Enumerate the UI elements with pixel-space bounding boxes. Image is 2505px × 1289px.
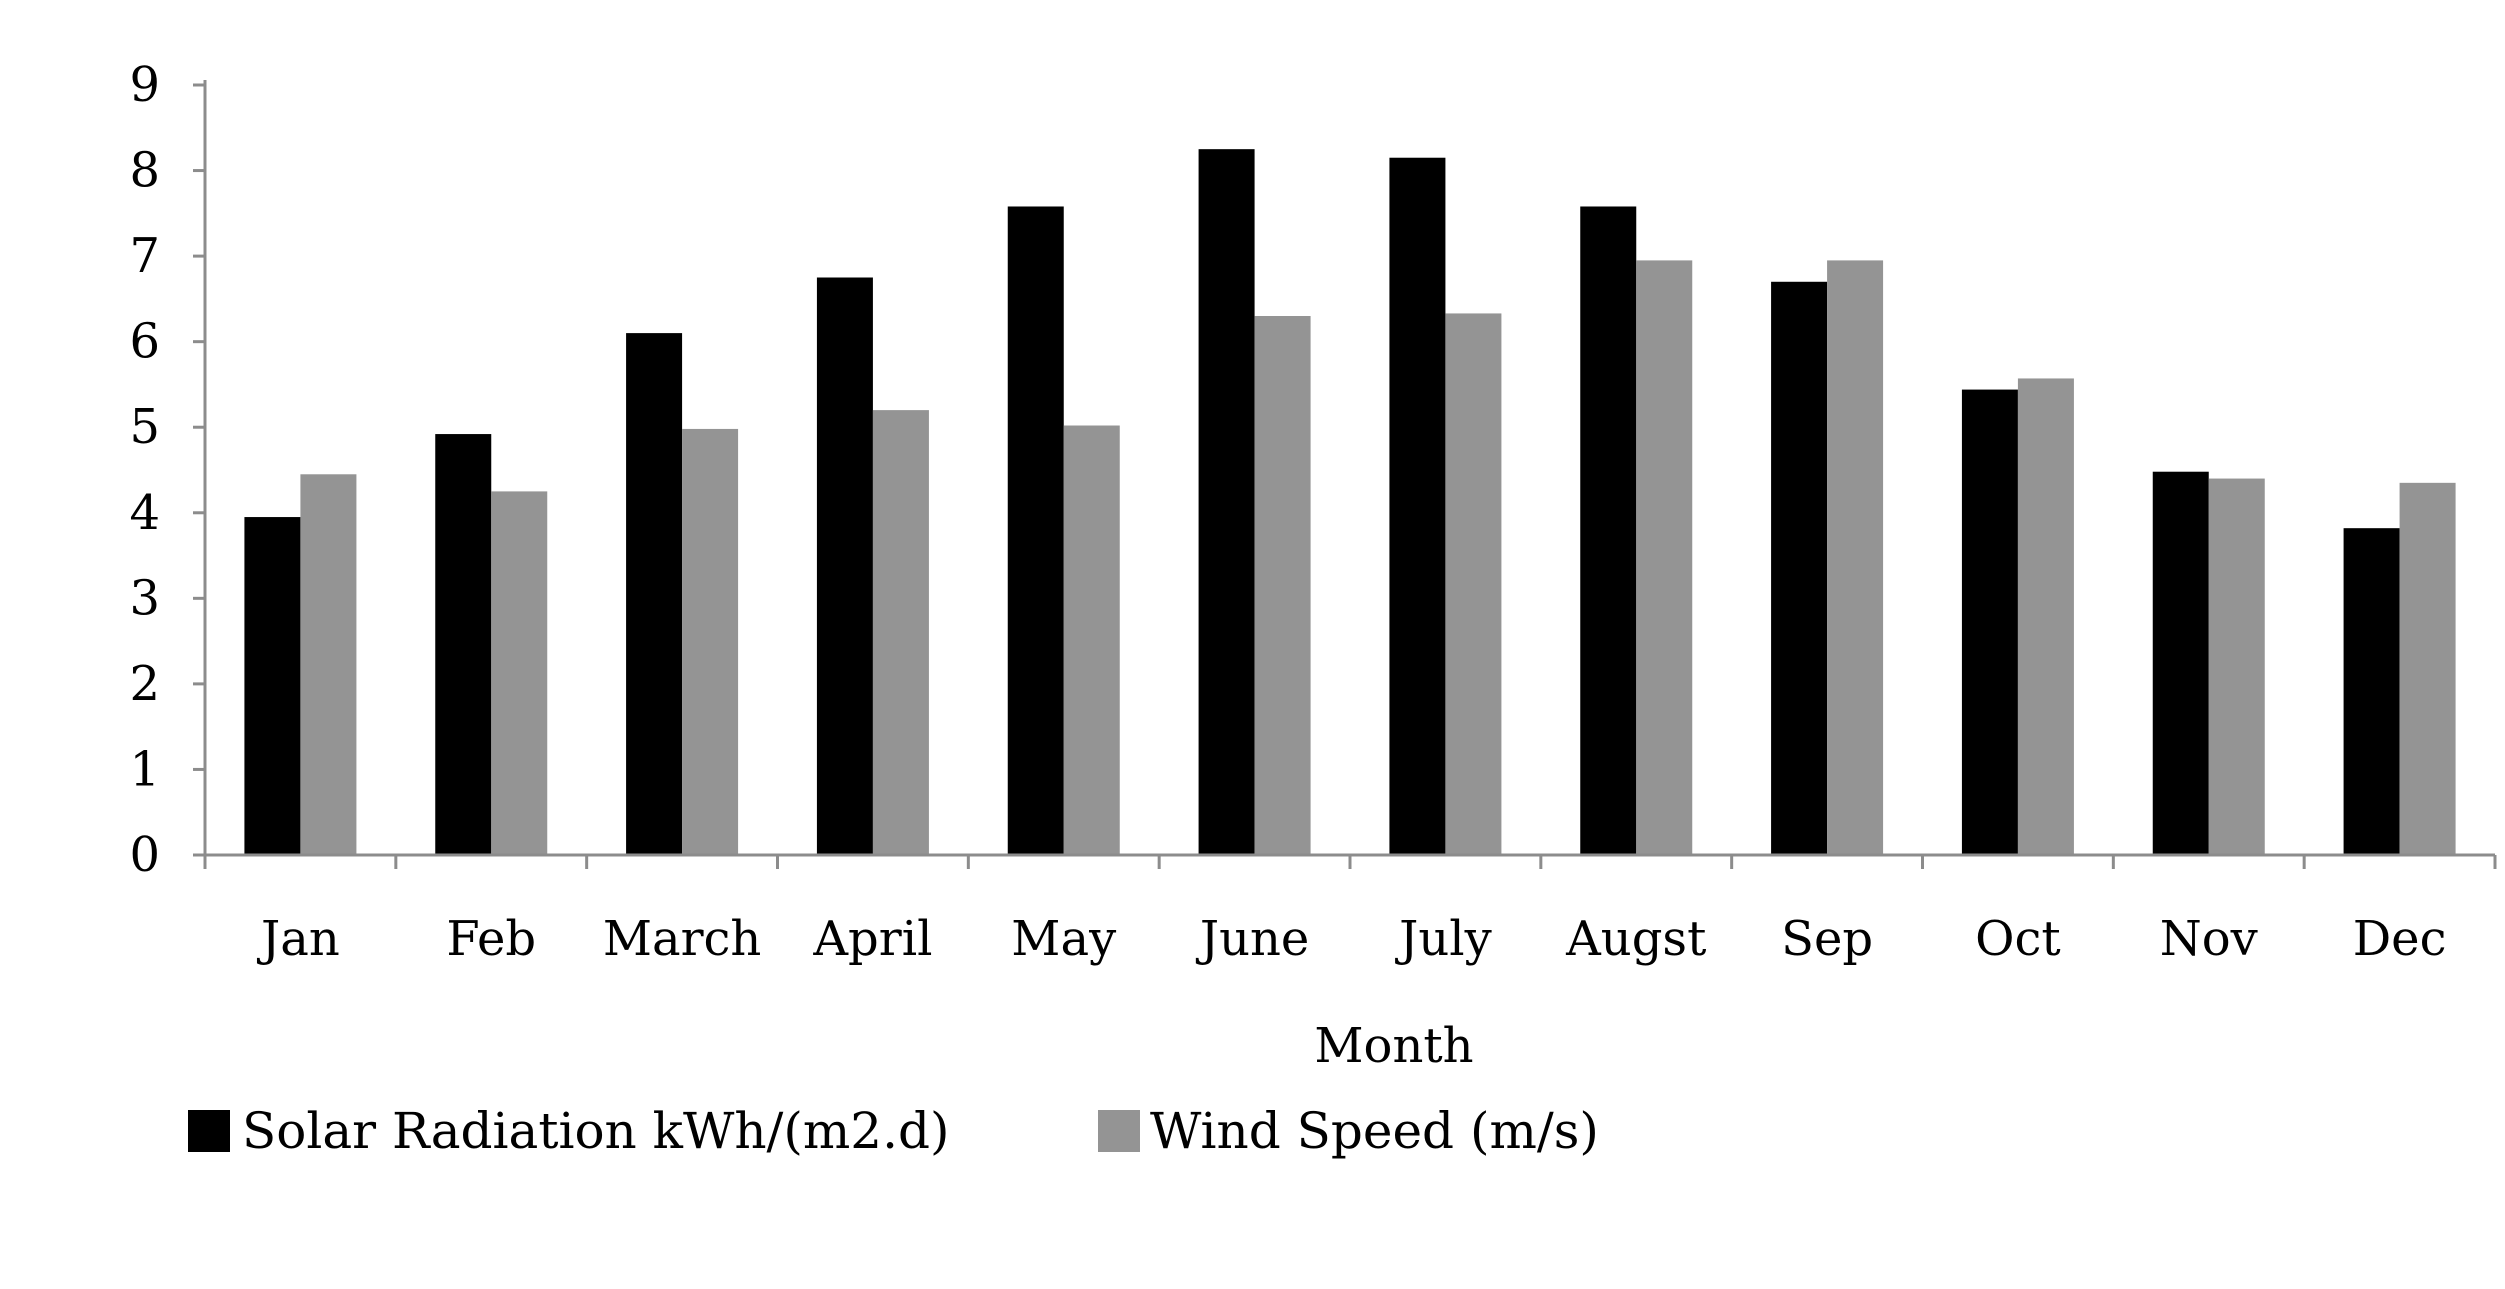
y-tick-label-9: 9 — [129, 57, 160, 113]
x-tick-label-march: March — [603, 911, 762, 967]
labels-layer: 0 1 2 3 4 5 6 7 8 9 Jan Feb March April May June July Aug… — [129, 57, 2446, 967]
bar-wind-march — [682, 428, 739, 855]
bar-solar-jan — [244, 517, 301, 855]
bar-wind-sep — [1827, 260, 1884, 855]
y-tick-label-1: 1 — [129, 741, 160, 797]
bar-wind-july — [1445, 313, 1502, 855]
bar-wind-nov — [2208, 478, 2265, 855]
bar-solar-march — [626, 333, 683, 856]
x-tick-label-oct: Oct — [1975, 911, 2061, 967]
bar-solar-oct — [1961, 389, 2018, 855]
legend-swatch-wind — [1098, 1110, 1140, 1152]
x-tick-label-april: April — [812, 911, 932, 967]
x-tick-label-sep: Sep — [1781, 911, 1873, 967]
bar-wind-augst — [1636, 260, 1693, 855]
x-tick-label-dec: Dec — [2353, 911, 2447, 967]
bar-wind-oct — [2017, 378, 2074, 855]
x-tick-label-jan: Jan — [256, 911, 340, 967]
bar-solar-may — [1007, 206, 1064, 855]
bar-wind-may — [1063, 425, 1120, 855]
y-tick-label-2: 2 — [129, 656, 160, 712]
legend-swatch-solar — [188, 1110, 230, 1152]
axes-layer — [193, 80, 2497, 869]
y-tick-label-6: 6 — [129, 314, 160, 370]
bar-solar-augst — [1580, 206, 1637, 855]
x-tick-label-june: June — [1195, 911, 1309, 967]
bar-solar-feb — [435, 434, 492, 855]
bars-layer — [244, 149, 2456, 856]
bar-solar-june — [1198, 149, 1255, 855]
legend-label-wind: Wind Speed (m/s) — [1150, 1102, 1599, 1160]
bar-solar-dec — [2343, 528, 2400, 855]
y-tick-label-4: 4 — [129, 485, 160, 541]
bar-solar-nov — [2152, 471, 2209, 855]
y-tick-label-0: 0 — [129, 827, 160, 883]
x-tick-label-nov: Nov — [2160, 911, 2258, 967]
bar-wind-jan — [300, 474, 357, 855]
y-tick-label-7: 7 — [129, 228, 160, 284]
y-tick-label-5: 5 — [129, 399, 160, 455]
x-tick-label-feb: Feb — [446, 911, 536, 967]
y-tick-label-3: 3 — [129, 570, 160, 626]
bar-solar-april — [816, 277, 873, 855]
bar-wind-dec — [2399, 482, 2456, 855]
bar-wind-april — [872, 410, 929, 855]
x-tick-label-july: July — [1394, 911, 1492, 967]
bar-solar-july — [1389, 157, 1446, 855]
legend-label-solar: Solar Radiation kWh/(m2.d) — [242, 1102, 950, 1160]
bar-solar-sep — [1771, 281, 1828, 855]
x-tick-label-augst: Augst — [1565, 911, 1706, 967]
legend: Solar Radiation kWh/(m2.d) Wind Speed (m/… — [188, 1102, 1599, 1160]
x-tick-label-may: May — [1011, 911, 1116, 967]
bar-wind-feb — [491, 491, 548, 855]
bar-wind-june — [1254, 316, 1311, 855]
x-axis-title: Month — [1314, 1018, 1473, 1074]
y-tick-label-8: 8 — [129, 143, 160, 199]
